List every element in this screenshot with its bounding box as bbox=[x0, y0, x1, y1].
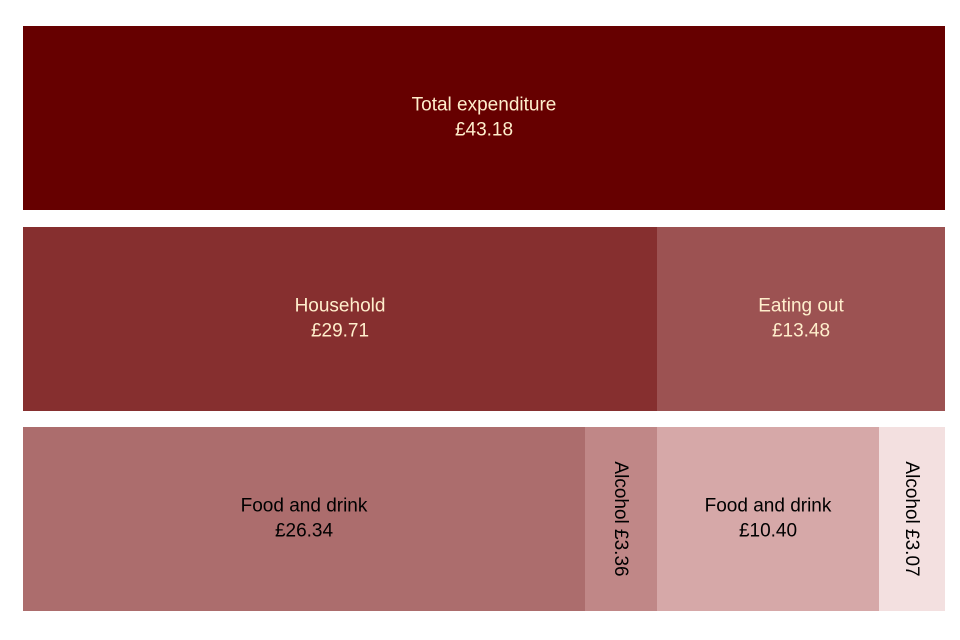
block-value: £29.71 bbox=[311, 321, 369, 342]
block-rect bbox=[657, 427, 879, 611]
block-value: £26.34 bbox=[275, 521, 334, 542]
block-label: Household bbox=[295, 296, 386, 317]
block-label: Total expenditure bbox=[412, 95, 557, 116]
block-label: Alcohol £3.07 bbox=[902, 461, 923, 576]
block-value: £43.18 bbox=[455, 120, 513, 141]
block-rect bbox=[23, 26, 945, 210]
block-rect bbox=[657, 227, 945, 411]
block-rect bbox=[23, 427, 585, 611]
block-label-name: Alcohol bbox=[902, 461, 923, 529]
block-label-value: £3.36 bbox=[611, 529, 632, 577]
block-rect bbox=[585, 427, 657, 611]
level-2-food-and-drink-block: Food and drink £26.34 bbox=[23, 427, 585, 611]
level-0-total-expenditure-block: Total expenditure £43.18 bbox=[23, 26, 945, 210]
level-1-eating-out-block: Eating out £13.48 bbox=[657, 227, 945, 411]
level-1-household-block: Household £29.71 bbox=[23, 227, 657, 411]
level-2-food-and-drink-block: Food and drink £10.40 bbox=[657, 427, 879, 611]
block-label: Food and drink bbox=[241, 496, 368, 517]
block-label: Alcohol £3.36 bbox=[611, 461, 632, 576]
block-label: Eating out bbox=[758, 296, 844, 317]
block-label-name: Alcohol bbox=[611, 461, 632, 529]
block-value: £13.48 bbox=[772, 321, 830, 342]
block-label: Food and drink bbox=[705, 496, 832, 517]
block-rect bbox=[23, 227, 657, 411]
block-label-value: £3.07 bbox=[902, 529, 923, 577]
block-value: £10.40 bbox=[739, 521, 797, 542]
level-2-alcohol-block: Alcohol £3.36 bbox=[585, 427, 657, 611]
level-2-alcohol-block: Alcohol £3.07 bbox=[879, 427, 945, 611]
block-rect bbox=[879, 427, 945, 611]
